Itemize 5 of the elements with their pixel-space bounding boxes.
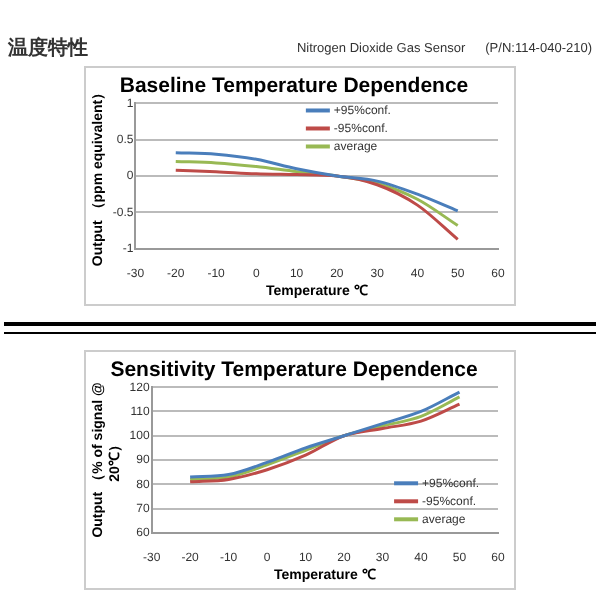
text: 温度特性 (8, 34, 90, 62)
chart-title: Sensitivity Temperature Dependence (110, 358, 478, 383)
line-series (174, 151, 460, 213)
chart-title: Baseline Temperature Dependence (119, 74, 469, 99)
line-series (174, 168, 460, 241)
